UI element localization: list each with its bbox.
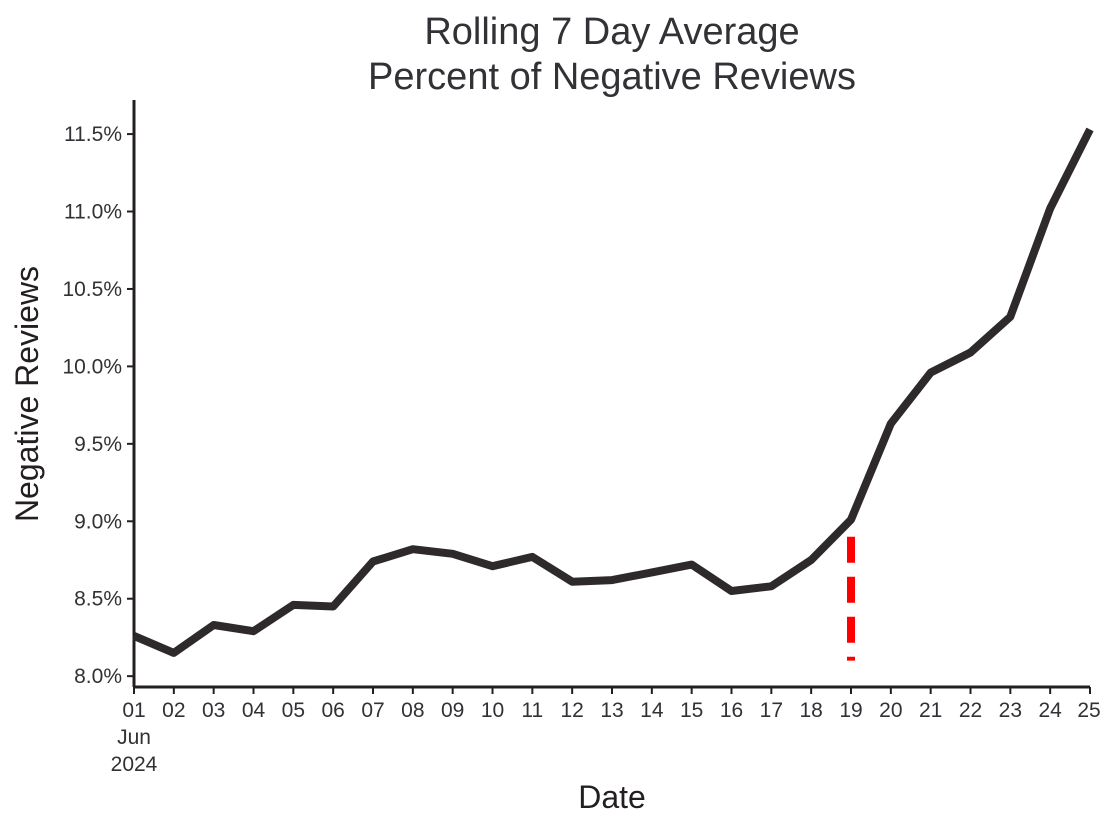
x-tick-label: 15 — [680, 699, 703, 722]
y-tick-label: 10.5% — [62, 278, 122, 301]
y-axis-label: Negative Reviews — [9, 266, 45, 522]
x-tick-label: 21 — [919, 699, 942, 722]
x-tick-label: 10 — [481, 699, 504, 722]
x-tick-label: 03 — [202, 699, 225, 722]
x-tick-label: 07 — [361, 699, 384, 722]
y-tick-label: 8.0% — [74, 665, 122, 688]
x-tick-label: 16 — [720, 699, 743, 722]
x-tick-label: 17 — [760, 699, 783, 722]
x-tick-sublabel: Jun — [117, 726, 151, 749]
x-tick-label: 01 — [122, 699, 145, 722]
y-tick-label: 10.0% — [62, 355, 122, 378]
x-tick-sublabel: 2024 — [111, 753, 158, 776]
x-tick-label: 20 — [879, 699, 902, 722]
series-points — [133, 129, 1091, 654]
chart-title-line-2: Percent of Negative Reviews — [368, 56, 856, 98]
y-tick-label: 11.0% — [64, 201, 122, 224]
y-tick-label: 11.5% — [64, 123, 122, 146]
x-tick-label: 18 — [799, 699, 822, 722]
y-tick-label: 9.0% — [74, 510, 122, 533]
x-tick-label: 23 — [999, 699, 1022, 722]
x-tick-label: 12 — [560, 699, 583, 722]
x-tick-label: 22 — [959, 699, 982, 722]
series-line — [132, 127, 1094, 657]
x-axis-label: Date — [578, 779, 646, 815]
x-tick-label: 05 — [282, 699, 305, 722]
x-tick-label: 08 — [401, 699, 424, 722]
y-tick-label: 8.5% — [74, 588, 122, 611]
y-tick-label: 9.5% — [74, 433, 122, 456]
x-axis-ticks: 01 02 03 04 05 06 07 08 09 10 11 12 13 14 15 16 17 18 19 20… — [111, 687, 1101, 776]
x-tick-label: 11 — [521, 699, 543, 722]
x-tick-label: 13 — [600, 699, 623, 722]
x-tick-label: 24 — [1038, 699, 1062, 722]
x-tick-label: 04 — [242, 699, 266, 722]
x-tick-label: 19 — [839, 699, 862, 722]
x-tick-label: 25 — [1077, 699, 1100, 722]
x-tick-label: 09 — [441, 699, 464, 722]
chart-title-line-1: Rolling 7 Day Average — [424, 11, 799, 53]
x-tick-label: 02 — [162, 699, 185, 722]
x-tick-label: 14 — [640, 699, 664, 722]
y-axis-ticks: 8.0% 8.5% 9.0% 9.5% 10.0% 10.5% 11.0% 11.5% — [62, 123, 134, 688]
x-tick-label: 06 — [321, 699, 344, 722]
